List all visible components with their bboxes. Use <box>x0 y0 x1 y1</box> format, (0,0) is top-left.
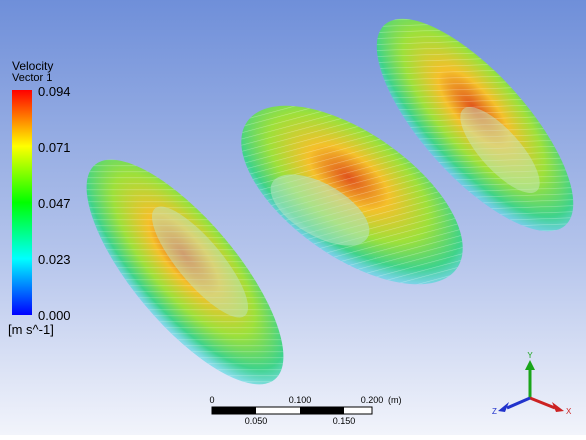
legend-label: 0.071 <box>38 140 71 155</box>
scale-label: 0.100 <box>289 395 312 405</box>
legend-unit: [m s^-1] <box>8 322 54 337</box>
legend-label: 0.023 <box>38 252 71 267</box>
cfd-view: Velocity Vector 1 0.094 0.071 0.047 0.02… <box>0 0 586 435</box>
legend-subtitle: Vector 1 <box>12 72 52 84</box>
scale-unit: (m) <box>388 395 402 405</box>
scale-label: 0.150 <box>333 416 356 426</box>
color-bar <box>12 90 32 315</box>
axis-label: Z <box>492 407 497 416</box>
scale-label: 0.050 <box>245 416 268 426</box>
axis-label: Y <box>527 351 533 360</box>
scale-label: 0.200 <box>361 395 384 405</box>
legend-label: 0.000 <box>38 308 71 323</box>
legend-title: Velocity <box>12 59 53 73</box>
scale-label: 0 <box>209 395 214 405</box>
axis-label: X <box>566 407 572 416</box>
legend-label: 0.047 <box>38 196 71 211</box>
legend-label: 0.094 <box>38 84 71 99</box>
